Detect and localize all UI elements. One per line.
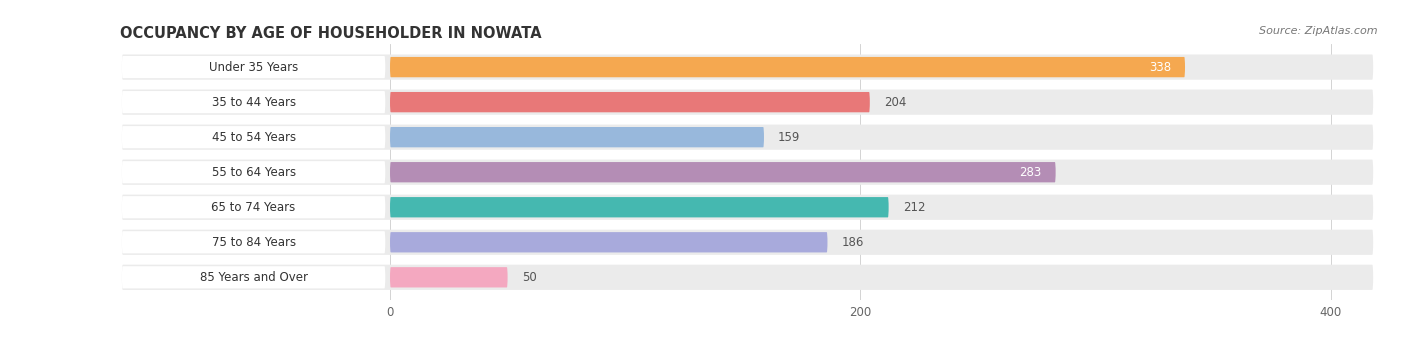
Text: 186: 186: [842, 236, 863, 249]
Text: Source: ZipAtlas.com: Source: ZipAtlas.com: [1260, 26, 1378, 36]
FancyBboxPatch shape: [122, 161, 385, 183]
Text: 50: 50: [522, 271, 537, 284]
FancyBboxPatch shape: [389, 197, 889, 218]
FancyBboxPatch shape: [389, 92, 870, 112]
FancyBboxPatch shape: [122, 55, 1374, 80]
FancyBboxPatch shape: [389, 162, 1056, 182]
Text: 75 to 84 Years: 75 to 84 Years: [211, 236, 295, 249]
FancyBboxPatch shape: [122, 90, 1374, 115]
Text: 85 Years and Over: 85 Years and Over: [200, 271, 308, 284]
FancyBboxPatch shape: [122, 126, 385, 148]
Text: OCCUPANCY BY AGE OF HOUSEHOLDER IN NOWATA: OCCUPANCY BY AGE OF HOUSEHOLDER IN NOWAT…: [120, 26, 541, 41]
Text: 283: 283: [1019, 166, 1042, 179]
FancyBboxPatch shape: [389, 127, 763, 147]
FancyBboxPatch shape: [122, 266, 385, 288]
FancyBboxPatch shape: [122, 265, 1374, 290]
Text: 45 to 54 Years: 45 to 54 Years: [211, 131, 295, 144]
Text: 338: 338: [1149, 61, 1171, 74]
FancyBboxPatch shape: [122, 124, 1374, 150]
FancyBboxPatch shape: [122, 91, 385, 113]
FancyBboxPatch shape: [122, 195, 1374, 220]
Text: 204: 204: [884, 95, 907, 109]
Text: 35 to 44 Years: 35 to 44 Years: [211, 95, 295, 109]
FancyBboxPatch shape: [122, 196, 385, 218]
Text: Under 35 Years: Under 35 Years: [209, 61, 298, 74]
FancyBboxPatch shape: [389, 57, 1185, 77]
Text: 212: 212: [903, 201, 925, 214]
FancyBboxPatch shape: [122, 56, 385, 78]
FancyBboxPatch shape: [122, 231, 385, 253]
FancyBboxPatch shape: [389, 267, 508, 287]
Text: 65 to 74 Years: 65 to 74 Years: [211, 201, 295, 214]
Text: 55 to 64 Years: 55 to 64 Years: [211, 166, 295, 179]
Text: 159: 159: [778, 131, 800, 144]
FancyBboxPatch shape: [122, 160, 1374, 185]
FancyBboxPatch shape: [389, 232, 828, 252]
FancyBboxPatch shape: [122, 229, 1374, 255]
